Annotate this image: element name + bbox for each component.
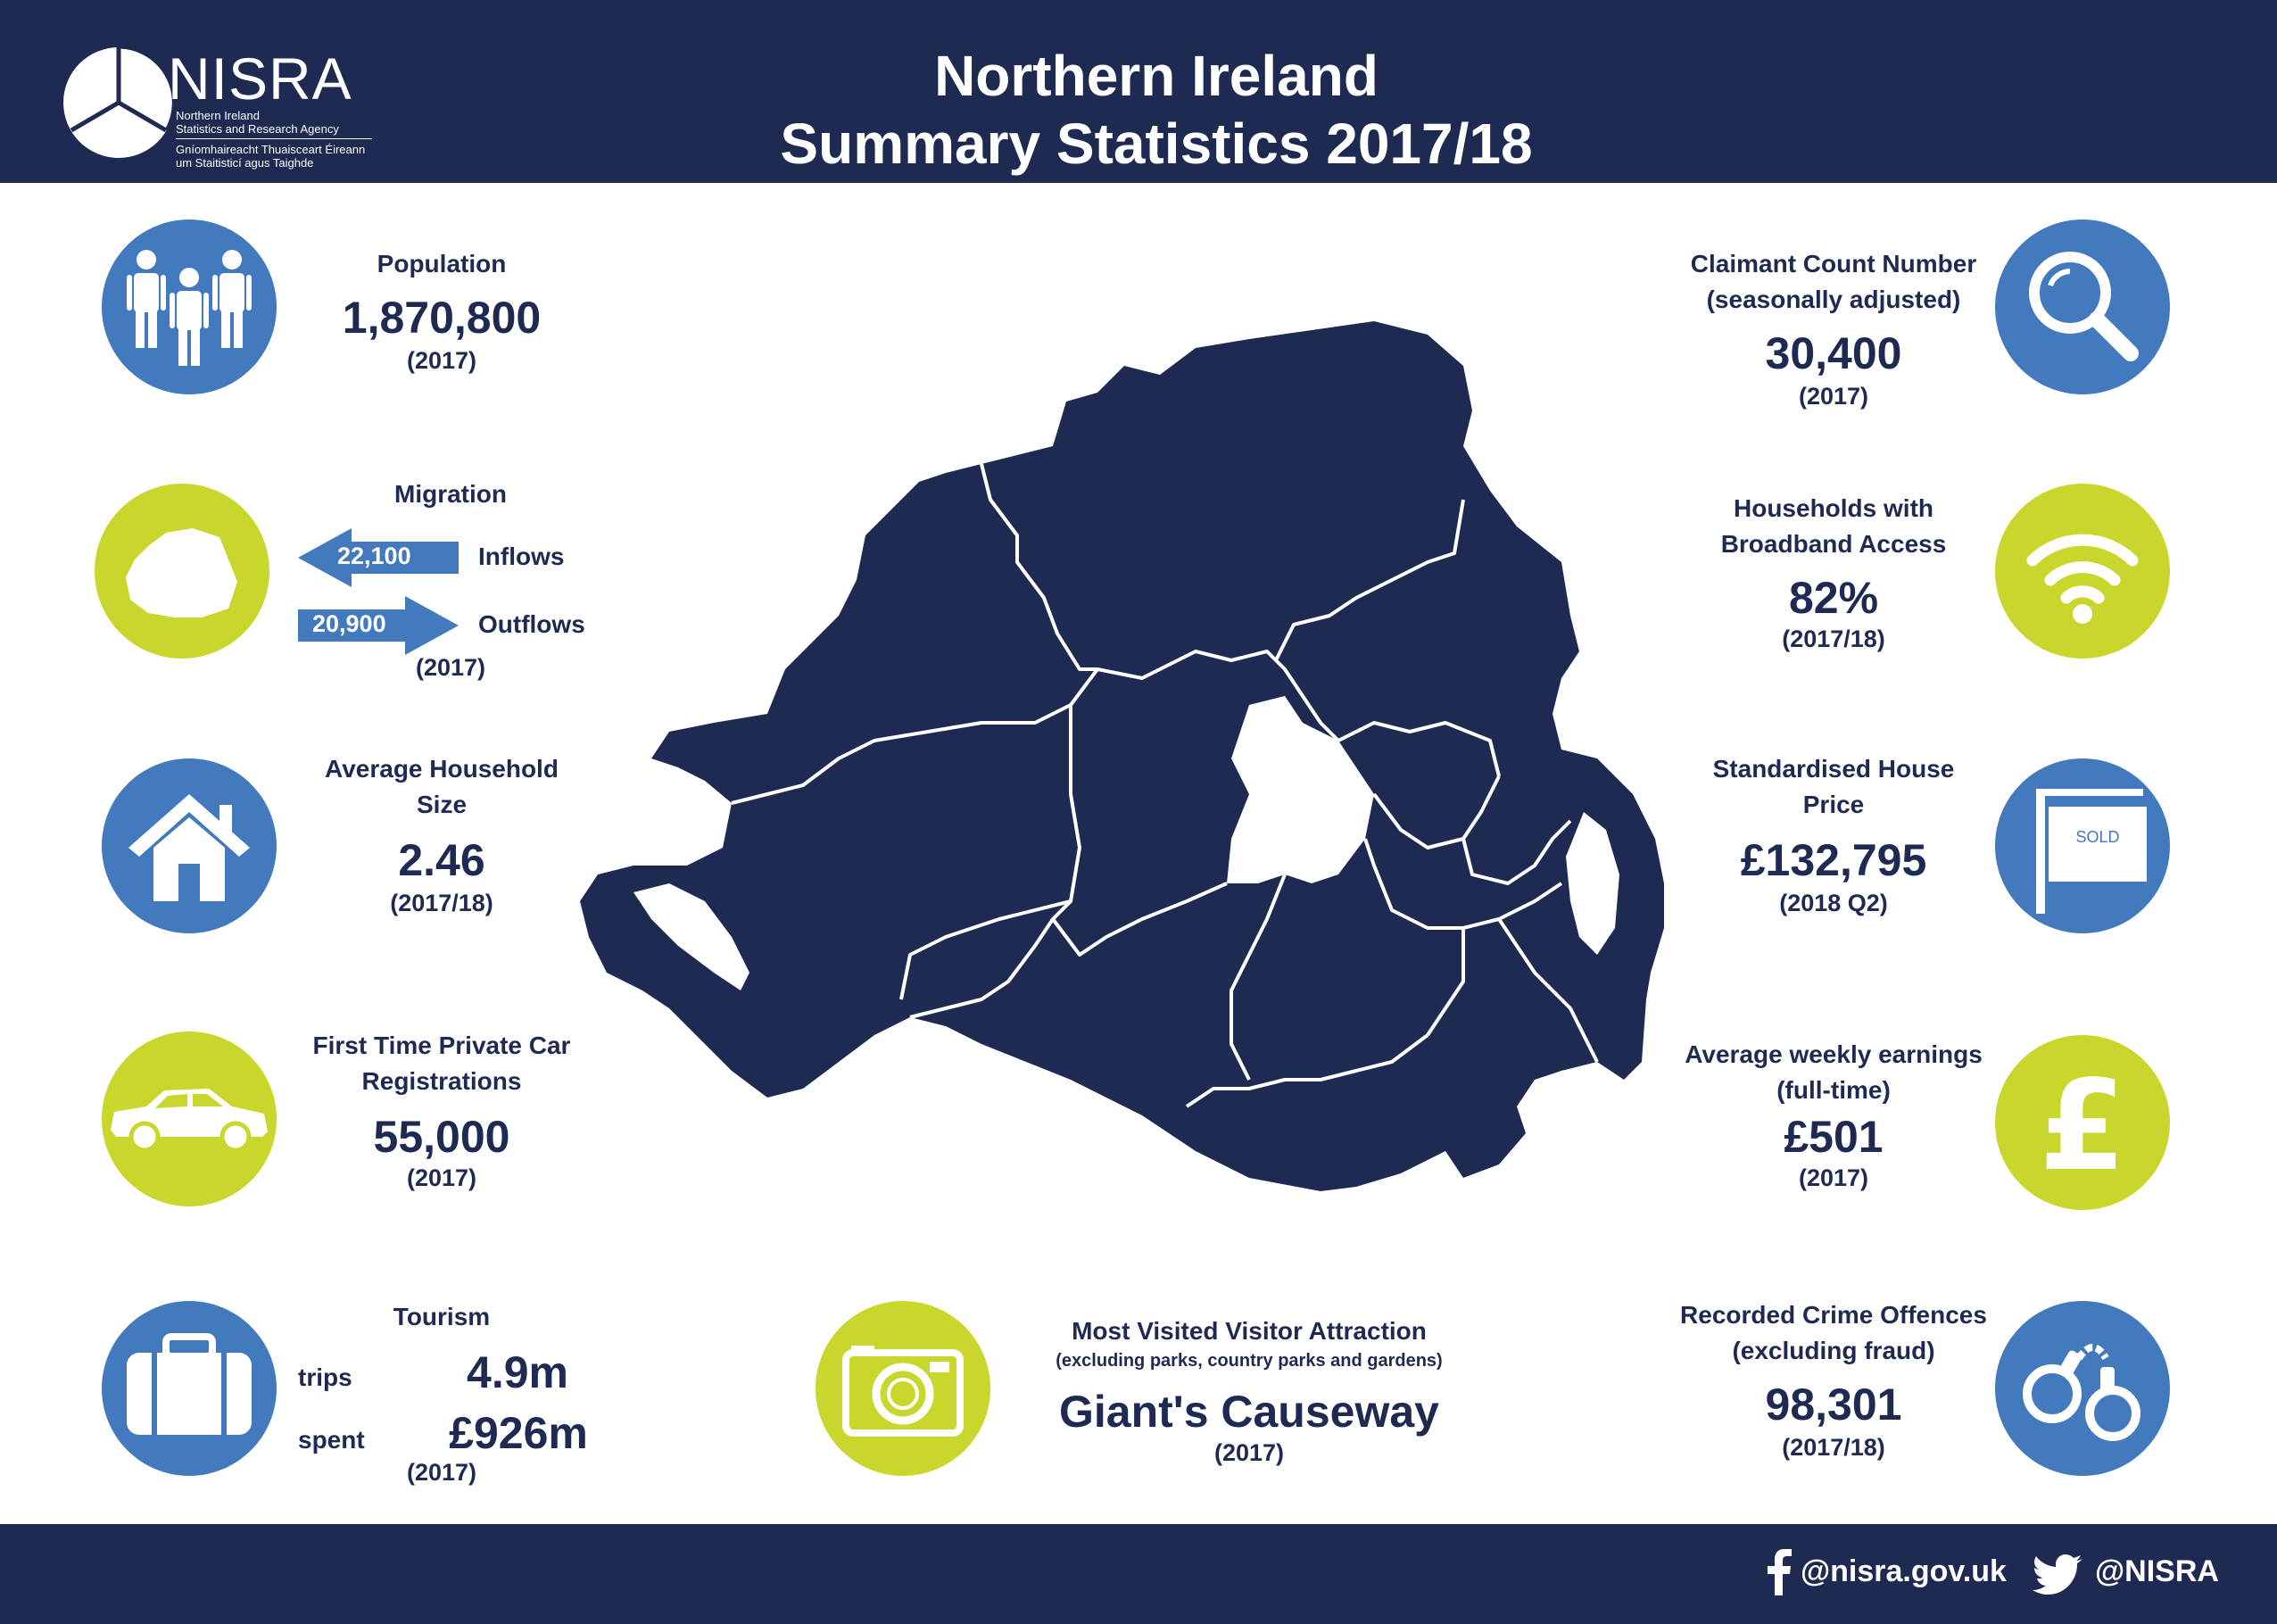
house-price-label-line-2: Price [1802, 791, 1865, 818]
logo-name-en-1: Northern Ireland [176, 109, 260, 122]
attraction-year: (2017) [1213, 1439, 1285, 1466]
logo-name-en-2: Statistics and Research Agency [176, 122, 339, 136]
page-title-line-1: Northern Ireland [934, 44, 1379, 108]
broadband-year: (2017/18) [1782, 626, 1885, 652]
footer-banner: @nisra.gov.uk @NISRA [0, 1524, 2277, 1624]
population-icon-circle [102, 220, 277, 394]
earnings-icon-circle: £ [1995, 1035, 2170, 1210]
car-label-line-2: Registrations [361, 1067, 522, 1095]
inflows-arrow-icon [298, 528, 459, 587]
page-title-line-2: Summary Statistics 2017/18 [780, 112, 1533, 176]
attraction-icon-circle [816, 1301, 990, 1476]
logo-name-ga-2: um Staitisticí agus Taighde [176, 156, 314, 170]
household-label-line-1: Average Household [325, 755, 559, 783]
twitter-link[interactable]: @NISRA [2025, 1542, 2231, 1604]
house-price-icon-circle: SOLD [1995, 758, 2170, 933]
car-value: 55,000 [373, 1112, 510, 1162]
outflows-label: Outflows [478, 610, 585, 638]
house-icon [128, 794, 250, 901]
facebook-handle: @nisra.gov.uk [1801, 1554, 2007, 1588]
twitter-icon [2033, 1554, 2082, 1595]
population-value: 1,870,800 [342, 293, 542, 343]
tourism-year: (2017) [406, 1459, 477, 1486]
header-banner: NISRA Northern Ireland Statistics and Re… [0, 0, 2277, 183]
household-icon-circle [102, 758, 277, 933]
migration-icon-circle [95, 484, 269, 659]
household-value: 2.46 [398, 835, 485, 885]
handcuffs-icon [2023, 1344, 2140, 1441]
wifi-icon [2026, 534, 2139, 624]
broadband-label-line-1: Households with [1734, 494, 1933, 522]
magnifier-icon [2029, 252, 2139, 361]
tourism-icon-circle [102, 1301, 277, 1476]
migration-label: Migration [394, 480, 507, 508]
population-label: Population [377, 250, 507, 278]
house-price-label-line-1: Standardised House [1712, 755, 1955, 783]
car-icon-circle [102, 1032, 277, 1206]
claimant-label-line-1: Claimant Count Number [1690, 250, 1977, 278]
camera-icon [842, 1346, 964, 1437]
people-icon [127, 250, 252, 366]
crime-value: 98,301 [1765, 1380, 1902, 1429]
broadband-label-line-2: Broadband Access [1720, 530, 1947, 558]
car-year: (2017) [406, 1164, 477, 1191]
tourism-label: Tourism [393, 1303, 491, 1330]
car-label-line-1: First Time Private Car [312, 1032, 571, 1059]
tourism-spent-value: £926m [449, 1408, 588, 1458]
svg-text:£: £ [2039, 1054, 2125, 1199]
outflows-arrow-icon [298, 596, 459, 655]
earnings-value: £501 [1784, 1112, 1884, 1162]
facebook-icon [1768, 1549, 1792, 1595]
household-year: (2017/18) [390, 890, 493, 916]
earnings-year: (2017) [1798, 1164, 1869, 1191]
claimant-icon-circle [1995, 220, 2170, 394]
tourism-trips-value: 4.9m [467, 1347, 568, 1397]
attraction-value: Giant's Causeway [1059, 1387, 1439, 1437]
claimant-year: (2017) [1798, 383, 1869, 410]
earnings-label-line-1: Average weekly earnings [1685, 1040, 1983, 1068]
pound-icon: £ [2039, 1054, 2125, 1199]
inflows-value: 22,100 [337, 543, 411, 569]
house-price-value: £132,795 [1740, 835, 1927, 885]
crime-year: (2017/18) [1782, 1434, 1885, 1461]
household-label-line-2: Size [416, 791, 468, 818]
claimant-label-line-2: (seasonally adjusted) [1706, 286, 1961, 313]
crime-label-line-2: (excluding fraud) [1732, 1337, 1935, 1364]
logo-divider [176, 138, 372, 139]
tourism-trips-label: trips [298, 1363, 352, 1391]
attraction-sublabel: (excluding parks, country parks and gard… [1056, 1351, 1443, 1371]
northern-ireland-map [580, 321, 1664, 1191]
sold-sign-icon [2036, 789, 2147, 914]
crime-icon-circle [1995, 1301, 2170, 1476]
tourism-spent-label: spent [298, 1426, 365, 1454]
car-icon [111, 1089, 268, 1153]
twitter-handle: @NISRA [2095, 1554, 2219, 1588]
nisra-logo[interactable]: NISRA Northern Ireland Statistics and Re… [0, 0, 393, 183]
ni-map-icon [126, 528, 237, 617]
claimant-value: 30,400 [1765, 328, 1902, 378]
broadband-value: 82% [1788, 573, 1879, 623]
sold-sign-text: SOLD [2075, 828, 2120, 846]
nisra-emblem-icon [63, 46, 175, 158]
inflows-label: Inflows [478, 543, 565, 570]
crime-label-line-1: Recorded Crime Offences [1680, 1301, 1987, 1329]
house-price-year: (2018 Q2) [1779, 890, 1888, 916]
broadband-icon-circle [1995, 484, 2170, 659]
migration-year: (2017) [415, 654, 486, 681]
logo-name-ga-1: Gníomhaireacht Thuaisceart Éireann [176, 143, 366, 156]
logo-wordmark: NISRA [168, 46, 352, 112]
suitcase-icon [127, 1333, 252, 1435]
attraction-label: Most Visited Visitor Attraction [1072, 1317, 1427, 1345]
population-year: (2017) [406, 347, 477, 374]
earnings-label-line-2: (full-time) [1776, 1076, 1891, 1104]
facebook-link[interactable]: @nisra.gov.uk [1758, 1542, 2016, 1604]
outflows-value: 20,900 [312, 610, 386, 637]
